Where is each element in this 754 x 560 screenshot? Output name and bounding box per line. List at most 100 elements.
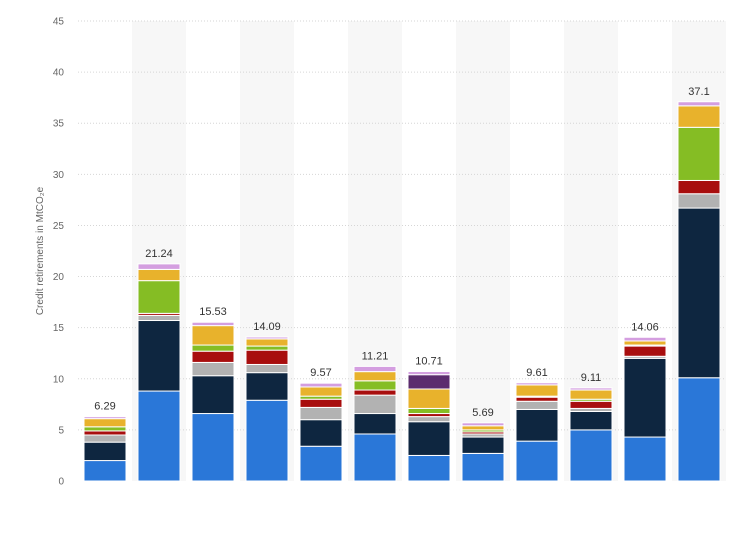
- bar-segment[interactable]: [515, 408, 559, 442]
- bar-segment[interactable]: [623, 436, 667, 482]
- bar-segment[interactable]: [245, 399, 289, 482]
- bar-segment[interactable]: [137, 263, 181, 270]
- bar-segment[interactable]: [515, 440, 559, 482]
- gridlines: [78, 20, 726, 431]
- bar-segment[interactable]: [353, 394, 397, 415]
- bar-segment[interactable]: [677, 193, 721, 209]
- bar-segment[interactable]: [407, 416, 451, 423]
- bar-segment[interactable]: [407, 388, 451, 409]
- bar-segment[interactable]: [83, 416, 127, 420]
- bar-segment[interactable]: [677, 179, 721, 195]
- bar-segment[interactable]: [191, 413, 235, 482]
- bar-segment[interactable]: [191, 344, 235, 352]
- bar-total-label: 9.57: [310, 367, 331, 379]
- bar-segment[interactable]: [677, 105, 721, 128]
- y-axis-ticks: 0 5 10 15 20 25 30 35 40 45: [53, 17, 65, 488]
- bar-segment[interactable]: [407, 371, 451, 376]
- bar-segment[interactable]: [245, 338, 289, 347]
- bar-total-label: 37.1: [688, 86, 709, 98]
- bar-segment[interactable]: [83, 460, 127, 482]
- bar-total-label: 14.09: [253, 321, 281, 333]
- bar-segment[interactable]: [623, 336, 667, 342]
- bar-segment[interactable]: [677, 207, 721, 379]
- bar-segment[interactable]: [245, 372, 289, 401]
- bar-segment[interactable]: [83, 426, 127, 432]
- bar-segment[interactable]: [191, 321, 235, 327]
- y-tick-label: 40: [53, 68, 65, 79]
- bar-segment[interactable]: [191, 361, 235, 377]
- bar-segment[interactable]: [83, 418, 127, 428]
- bar-segment[interactable]: [407, 454, 451, 482]
- bar-segment[interactable]: [191, 325, 235, 346]
- bar-segment[interactable]: [677, 126, 721, 181]
- bar-segment[interactable]: [137, 314, 181, 322]
- bar-segment[interactable]: [515, 400, 559, 410]
- bar-segment[interactable]: [83, 434, 127, 443]
- bar-segment[interactable]: [353, 371, 397, 382]
- bar-total-label: 9.11: [581, 372, 602, 384]
- bar-segment[interactable]: [353, 413, 397, 435]
- bar-segment[interactable]: [353, 380, 397, 391]
- bar-segment[interactable]: [515, 396, 559, 402]
- y-tick-label: 20: [53, 272, 65, 283]
- bar-segment[interactable]: [83, 430, 127, 436]
- bar-segment[interactable]: [407, 374, 451, 390]
- bar-segment[interactable]: [515, 382, 559, 386]
- bar-segment[interactable]: [569, 400, 613, 409]
- bar-segment[interactable]: [245, 336, 289, 340]
- bar-segment[interactable]: [569, 387, 613, 391]
- bar-segment[interactable]: [623, 357, 667, 438]
- bar-segment[interactable]: [515, 384, 559, 397]
- bar-segment[interactable]: [299, 445, 343, 482]
- bar-segment[interactable]: [569, 429, 613, 482]
- bar-total-label: 21.24: [145, 248, 173, 260]
- bar-total-label: 6.29: [94, 401, 115, 413]
- y-tick-label: 30: [53, 170, 65, 181]
- bar-segment[interactable]: [623, 340, 667, 346]
- bar-segment[interactable]: [137, 280, 181, 314]
- bar-segment[interactable]: [191, 350, 235, 363]
- y-tick-label: 0: [58, 477, 64, 488]
- bar-segment[interactable]: [461, 425, 505, 431]
- background-band: [456, 21, 510, 481]
- bar-segment[interactable]: [461, 422, 505, 427]
- bar-total-label: 5.69: [472, 407, 493, 419]
- bar-total-label: 15.53: [199, 306, 227, 318]
- bar-segment[interactable]: [677, 377, 721, 482]
- bar-segment[interactable]: [353, 433, 397, 482]
- bar-total-label: 9.61: [526, 367, 547, 379]
- bar-segment[interactable]: [407, 407, 451, 415]
- total-labels: 6.29 21.24 15.53 14.09 9.57 11.21 10.71 5.69 9.6…: [94, 86, 709, 419]
- bar-segment[interactable]: [569, 389, 613, 400]
- bar-segment[interactable]: [245, 345, 289, 351]
- bar-total-label: 11.21: [362, 350, 389, 362]
- bar-segment[interactable]: [299, 398, 343, 408]
- y-tick-label: 45: [53, 17, 65, 28]
- bar-segment[interactable]: [299, 382, 343, 388]
- bar-segment[interactable]: [353, 365, 397, 373]
- bar-segment[interactable]: [623, 345, 667, 357]
- bar-segment[interactable]: [83, 441, 127, 462]
- bar-segment[interactable]: [137, 320, 181, 392]
- y-tick-label: 10: [53, 374, 65, 385]
- bar-segment[interactable]: [137, 268, 181, 282]
- bar-segment[interactable]: [245, 363, 289, 374]
- bar-segment[interactable]: [569, 410, 613, 431]
- bar-segment[interactable]: [677, 101, 721, 107]
- y-tick-label: 5: [58, 425, 64, 436]
- bar-segment[interactable]: [353, 389, 397, 396]
- y-tick-label: 35: [53, 119, 65, 130]
- bar-segment[interactable]: [299, 406, 343, 421]
- bar-segment[interactable]: [299, 386, 343, 397]
- y-axis-label: Credit retirements in MtCO₂e: [35, 186, 46, 315]
- y-tick-label: 15: [53, 323, 65, 334]
- bar-segment[interactable]: [299, 419, 343, 447]
- bar-segment[interactable]: [461, 452, 505, 482]
- bar-segment[interactable]: [407, 421, 451, 456]
- bar-segment[interactable]: [461, 436, 505, 454]
- bar-segment[interactable]: [137, 390, 181, 482]
- bar-segment[interactable]: [245, 349, 289, 365]
- bar-segment[interactable]: [191, 375, 235, 415]
